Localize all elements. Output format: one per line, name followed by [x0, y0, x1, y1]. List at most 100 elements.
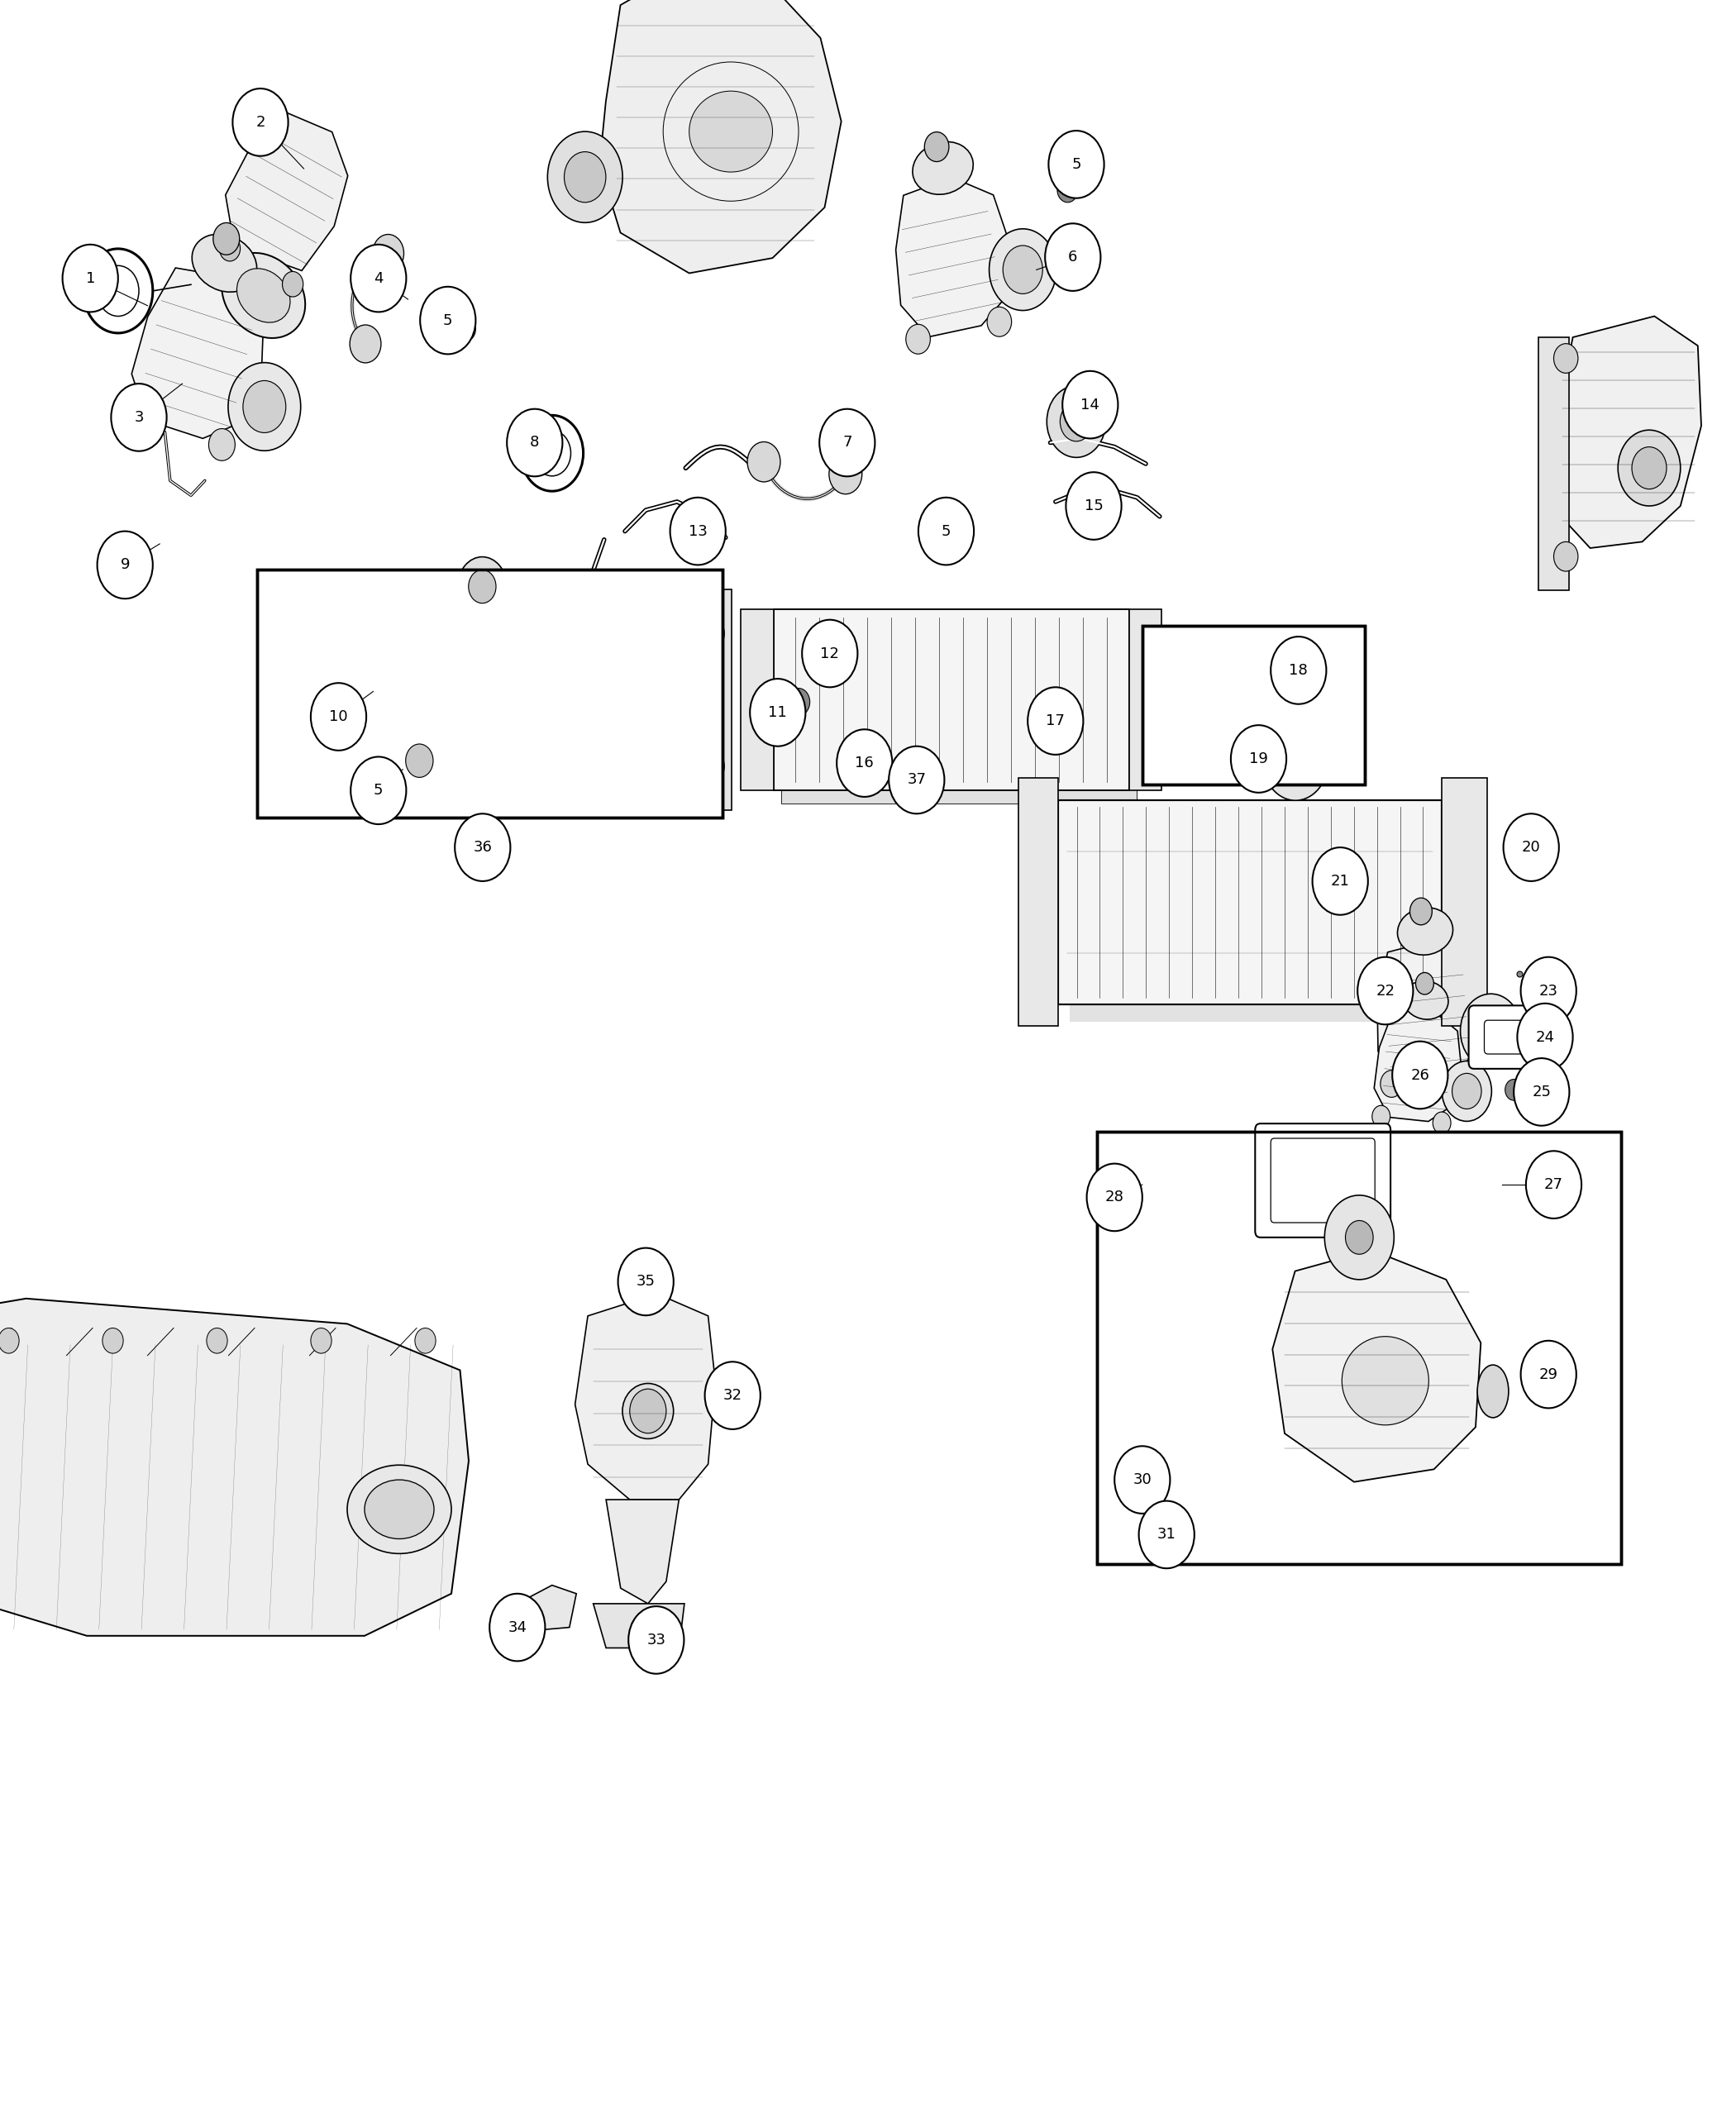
Circle shape [1632, 447, 1667, 489]
Circle shape [927, 514, 948, 540]
Text: 30: 30 [1134, 1471, 1151, 1488]
Circle shape [1380, 1071, 1403, 1098]
Circle shape [455, 814, 510, 881]
Circle shape [62, 245, 118, 312]
Circle shape [1521, 957, 1576, 1024]
Circle shape [786, 687, 809, 717]
Text: 15: 15 [1085, 497, 1102, 514]
Text: 16: 16 [856, 755, 873, 772]
Circle shape [1451, 1073, 1481, 1109]
Bar [1538, 337, 1569, 590]
Circle shape [670, 497, 726, 565]
Text: 34: 34 [509, 1619, 526, 1636]
Circle shape [349, 325, 380, 363]
Text: 33: 33 [648, 1632, 665, 1648]
Circle shape [1115, 1446, 1170, 1514]
Circle shape [1045, 223, 1101, 291]
Circle shape [123, 401, 149, 432]
Circle shape [311, 1328, 332, 1353]
Circle shape [694, 616, 724, 651]
Circle shape [1049, 131, 1104, 198]
Circle shape [415, 1328, 436, 1353]
Circle shape [1229, 725, 1278, 784]
Polygon shape [687, 588, 731, 809]
Ellipse shape [222, 253, 306, 337]
Text: 23: 23 [1540, 982, 1557, 999]
Circle shape [396, 731, 444, 790]
Circle shape [809, 649, 833, 679]
Circle shape [802, 620, 858, 687]
Text: 21: 21 [1332, 873, 1349, 890]
Circle shape [83, 249, 153, 333]
Ellipse shape [1477, 1366, 1509, 1419]
Circle shape [630, 1389, 667, 1433]
FancyBboxPatch shape [1255, 1124, 1391, 1237]
Circle shape [0, 1328, 19, 1353]
Bar [1128, 609, 1161, 790]
Text: 14: 14 [1082, 396, 1099, 413]
Polygon shape [896, 177, 1007, 337]
Circle shape [311, 683, 366, 750]
Circle shape [490, 1594, 545, 1661]
Ellipse shape [193, 234, 257, 293]
Circle shape [1325, 1195, 1394, 1280]
Text: 5: 5 [373, 782, 384, 799]
Circle shape [1618, 430, 1680, 506]
Circle shape [1503, 814, 1559, 881]
Bar [1059, 801, 1441, 1003]
Text: 3: 3 [134, 409, 144, 426]
Circle shape [628, 1606, 684, 1674]
Circle shape [819, 409, 875, 476]
Circle shape [1047, 386, 1106, 457]
Circle shape [1003, 245, 1043, 293]
Text: 22: 22 [1377, 982, 1394, 999]
Text: 28: 28 [1106, 1189, 1123, 1206]
Circle shape [208, 428, 234, 462]
Text: 5: 5 [941, 523, 951, 540]
Circle shape [507, 409, 562, 476]
Polygon shape [0, 1299, 469, 1636]
Circle shape [373, 234, 404, 272]
Circle shape [1517, 1003, 1573, 1071]
Circle shape [918, 497, 974, 565]
Circle shape [227, 363, 300, 451]
Polygon shape [1375, 1010, 1462, 1121]
Polygon shape [1555, 316, 1701, 548]
Circle shape [97, 531, 153, 599]
Bar [1441, 778, 1486, 1027]
Circle shape [1554, 344, 1578, 373]
Circle shape [694, 748, 724, 784]
Circle shape [1210, 1518, 1234, 1547]
Ellipse shape [1342, 1336, 1429, 1425]
Bar [781, 622, 1137, 803]
Text: 26: 26 [1411, 1067, 1429, 1084]
Bar [741, 609, 774, 790]
Bar [774, 609, 1128, 790]
Circle shape [1262, 721, 1328, 801]
Circle shape [837, 729, 892, 797]
Circle shape [455, 316, 476, 341]
Circle shape [1134, 1425, 1200, 1505]
Circle shape [351, 757, 406, 824]
Circle shape [102, 1328, 123, 1353]
Circle shape [1345, 1221, 1373, 1254]
Text: 10: 10 [330, 708, 347, 725]
Text: 11: 11 [769, 704, 786, 721]
Circle shape [1358, 957, 1413, 1024]
Circle shape [748, 443, 781, 483]
Circle shape [283, 272, 304, 297]
Bar [1097, 1132, 1621, 1564]
Circle shape [1472, 1010, 1509, 1052]
Circle shape [1455, 1062, 1477, 1090]
Circle shape [1415, 972, 1434, 995]
Circle shape [521, 415, 583, 491]
Ellipse shape [1403, 980, 1448, 1020]
Ellipse shape [365, 1480, 434, 1539]
Circle shape [1410, 898, 1432, 925]
Circle shape [705, 1362, 760, 1429]
Polygon shape [132, 268, 264, 438]
Text: 2: 2 [255, 114, 266, 131]
Text: 32: 32 [724, 1387, 741, 1404]
Circle shape [410, 702, 464, 767]
Circle shape [111, 384, 167, 451]
